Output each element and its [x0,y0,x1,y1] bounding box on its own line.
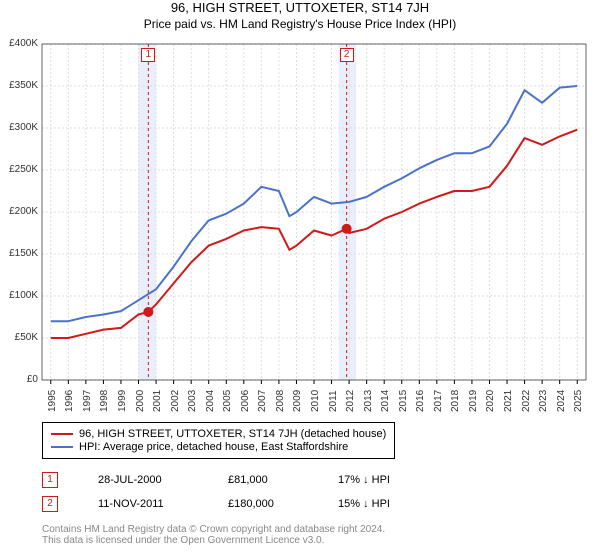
y-tick-label: £50K [15,332,38,343]
legend-item: HPI: Average price, detached house, East… [51,441,386,453]
x-tick-label: 2016 [415,390,426,412]
x-tick-label: 2004 [205,390,216,412]
x-tick-label: 2024 [556,390,567,412]
x-tick-label: 2005 [222,390,233,412]
y-tick-label: £350K [9,80,38,91]
x-tick-label: 2006 [240,390,251,412]
x-tick-label: 2001 [152,390,163,412]
y-tick-label: £300K [9,122,38,133]
x-tick-label: 2023 [538,390,549,412]
x-tick-label: 2011 [328,390,339,412]
y-tick-label: £200K [9,206,38,217]
footnote: Contains HM Land Registry data © Crown c… [42,524,385,546]
y-tick-label: £400K [9,38,38,49]
sale-marker: 2 [340,48,354,62]
x-tick-label: 2012 [345,390,356,412]
x-tick-label: 2020 [485,390,496,412]
y-tick-label: £150K [9,248,38,259]
x-tick-label: 1997 [82,390,93,412]
sale-price: £180,000 [228,498,298,510]
legend-swatch [51,433,73,435]
y-tick-label: £100K [9,290,38,301]
x-tick-label: 2002 [170,390,181,412]
legend-item: 96, HIGH STREET, UTTOXETER, ST14 7JH (de… [51,428,386,440]
x-tick-label: 2021 [503,390,514,412]
x-tick-label: 1999 [117,390,128,412]
legend-swatch [51,446,73,448]
x-tick-label: 2018 [450,390,461,412]
x-tick-label: 2022 [521,390,532,412]
sale-row: 2 11-NOV-2011 £180,000 15% ↓ HPI [42,496,390,512]
x-tick-label: 2009 [292,390,303,412]
x-tick-label: 2000 [135,390,146,412]
x-tick-label: 2015 [398,390,409,412]
sale-deviation: 17% ↓ HPI [338,474,390,486]
x-tick-label: 2013 [363,390,374,412]
x-tick-label: 2008 [275,390,286,412]
footnote-line2: This data is licensed under the Open Gov… [42,535,385,546]
x-tick-label: 2017 [433,390,444,412]
x-tick-label: 2019 [468,390,479,412]
x-tick-label: 1996 [64,390,75,412]
x-tick-label: 2003 [187,390,198,412]
sale-marker: 1 [141,48,155,62]
sale-date: 28-JUL-2000 [98,474,188,486]
x-tick-label: 2010 [310,390,321,412]
sale-row: 1 28-JUL-2000 £81,000 17% ↓ HPI [42,472,390,488]
legend-label: HPI: Average price, detached house, East… [79,441,348,453]
y-tick-label: £250K [9,164,38,175]
x-tick-label: 1998 [99,390,110,412]
x-tick-label: 2007 [257,390,268,412]
y-tick-label: £0 [27,374,38,385]
sale-badge: 2 [42,496,58,512]
x-tick-label: 2025 [573,390,584,412]
legend: 96, HIGH STREET, UTTOXETER, ST14 7JH (de… [42,422,395,459]
legend-label: 96, HIGH STREET, UTTOXETER, ST14 7JH (de… [79,428,386,440]
sale-price: £81,000 [228,474,298,486]
sale-date: 11-NOV-2011 [98,498,188,510]
sale-badge: 1 [42,472,58,488]
sale-deviation: 15% ↓ HPI [338,498,390,510]
footnote-line1: Contains HM Land Registry data © Crown c… [42,524,385,535]
x-tick-label: 1995 [47,390,58,412]
x-tick-label: 2014 [380,390,391,412]
